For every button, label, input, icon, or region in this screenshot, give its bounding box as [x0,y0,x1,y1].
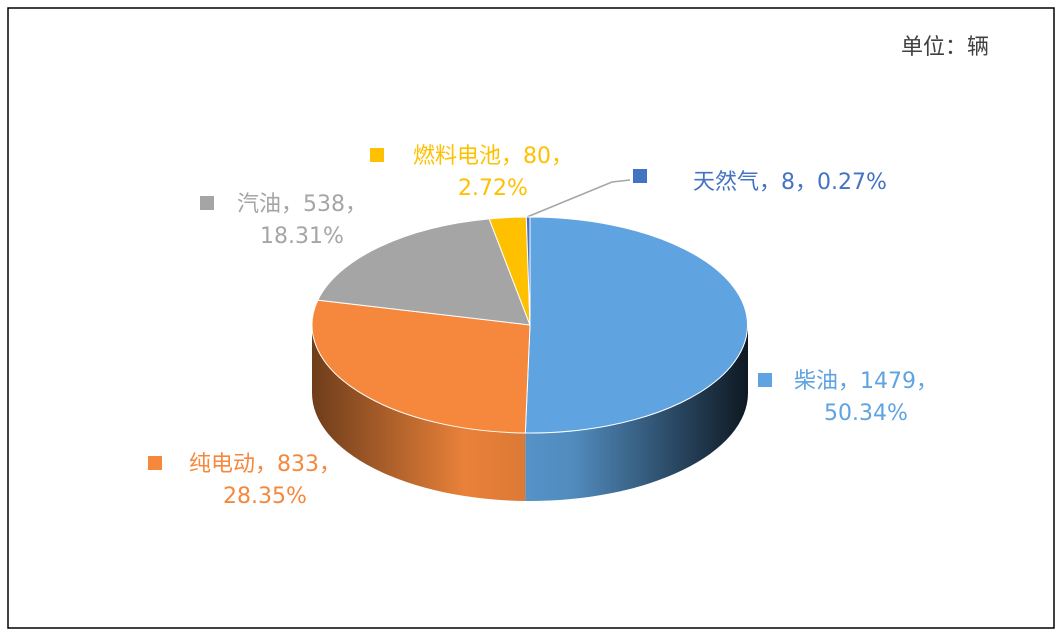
slice-side [525,325,748,502]
slice [525,216,531,326]
data-label: 50.34% [824,401,908,426]
data-label: 柴油，1479， [794,369,938,394]
data-label: 燃料电池，80， [413,144,573,169]
data-label: 18.31% [260,224,344,249]
legend-swatch [633,169,647,183]
slice-side [312,325,526,501]
data-label: 28.35% [223,484,307,509]
legend-swatch [758,373,772,387]
unit-label: 单位：辆 [901,35,989,60]
slice [317,218,531,326]
slice [524,216,748,434]
data-label: 汽油，538， [237,192,367,217]
data-label: 纯电动，833， [189,452,341,477]
leader-line [526,179,631,218]
data-label: 2.72% [458,176,528,201]
legend-swatch [148,456,162,470]
data-label: 天然气，8，0.27% [693,170,887,195]
legend-swatch [370,148,384,162]
legend-swatch [200,196,214,210]
slice [311,299,531,434]
